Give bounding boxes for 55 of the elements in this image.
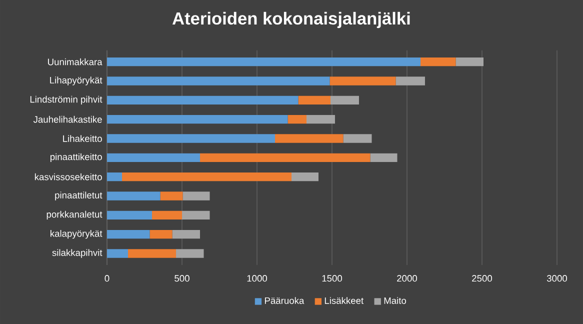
bar bbox=[396, 76, 425, 86]
legend-label: Maito bbox=[384, 297, 406, 304]
bar bbox=[107, 192, 160, 200]
bar bbox=[107, 114, 288, 124]
y-tick-label: Uunimakkara bbox=[48, 58, 102, 66]
y-tick-label: pinaattiletut bbox=[55, 192, 102, 200]
bar bbox=[122, 172, 292, 182]
x-tick-label: 2500 bbox=[472, 275, 492, 282]
bar bbox=[172, 230, 200, 239]
bar bbox=[370, 153, 398, 162]
bar bbox=[107, 96, 298, 104]
bar bbox=[330, 96, 359, 104]
bar bbox=[152, 210, 182, 220]
legend-label: Pääruoka bbox=[265, 297, 304, 304]
bar bbox=[275, 134, 344, 143]
y-tick-label: pinaattikeitto bbox=[50, 153, 102, 162]
y-tick-label: Lihakeitto bbox=[63, 135, 102, 142]
bar bbox=[107, 134, 275, 143]
bar bbox=[420, 57, 456, 66]
bar bbox=[182, 210, 210, 220]
x-tick-label: 2000 bbox=[397, 275, 418, 282]
bar bbox=[456, 57, 484, 66]
legend-label: Lisäkkeet bbox=[324, 297, 364, 304]
x-tick-label: 3000 bbox=[546, 275, 568, 282]
bar bbox=[128, 249, 176, 258]
y-tick-label: porkkanaletut bbox=[46, 210, 102, 220]
bar bbox=[107, 249, 128, 258]
bar bbox=[288, 114, 306, 124]
y-tick-label: kalapyörykät bbox=[50, 230, 102, 239]
x-tick-label: 500 bbox=[174, 275, 190, 282]
bar bbox=[343, 134, 372, 143]
bar bbox=[330, 76, 396, 86]
y-tick-label: silakkapihvit bbox=[52, 249, 102, 258]
chart-title: Aterioiden kokonaisjalanjälki bbox=[172, 12, 410, 28]
bar bbox=[107, 210, 152, 220]
bar bbox=[182, 192, 210, 200]
bar bbox=[160, 192, 183, 200]
bar bbox=[176, 249, 204, 258]
bar bbox=[150, 230, 172, 239]
y-tick-label: Lihapyörykät bbox=[50, 76, 102, 86]
bar bbox=[107, 57, 420, 66]
bar bbox=[107, 76, 330, 86]
bar bbox=[107, 172, 122, 182]
y-tick-label: Jauhelihakastike bbox=[33, 116, 102, 123]
bar bbox=[306, 114, 335, 124]
bar bbox=[292, 172, 318, 182]
x-tick-label: 0 bbox=[104, 275, 110, 282]
bar bbox=[200, 153, 370, 162]
x-tick-label: 1500 bbox=[322, 275, 342, 282]
bar bbox=[298, 96, 330, 104]
bar bbox=[107, 230, 150, 239]
x-tick-label: 1000 bbox=[247, 275, 268, 282]
bar bbox=[107, 153, 200, 162]
y-tick-label: Lindströmin pihvit bbox=[30, 96, 102, 105]
y-tick-label: kasvissosekeitto bbox=[34, 173, 102, 180]
